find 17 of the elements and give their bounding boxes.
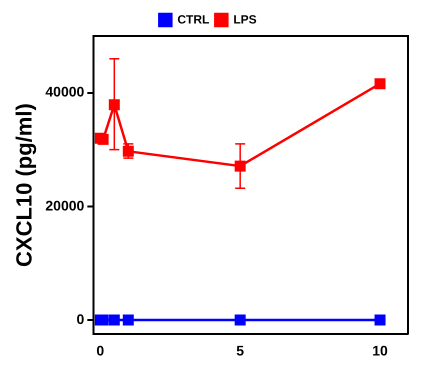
- y-tick-label: 20000: [45, 197, 85, 214]
- y-tick-label: 0: [76, 310, 85, 327]
- y-tick-label: 40000: [45, 84, 85, 100]
- point: [108, 314, 120, 326]
- point: [122, 314, 134, 326]
- point: [374, 78, 386, 90]
- legend-label: CTRL: [177, 12, 210, 26]
- point: [234, 314, 246, 326]
- point: [234, 160, 246, 172]
- y-axis-title: CXCL10 (pg/ml): [11, 103, 36, 267]
- x-tick-label: 0: [96, 342, 104, 358]
- legend-label: LPS: [233, 12, 257, 26]
- x-tick-label: 5: [236, 342, 244, 358]
- point: [98, 134, 109, 145]
- x-tick-label: 10: [372, 342, 388, 358]
- point: [374, 314, 386, 326]
- point: [108, 99, 120, 110]
